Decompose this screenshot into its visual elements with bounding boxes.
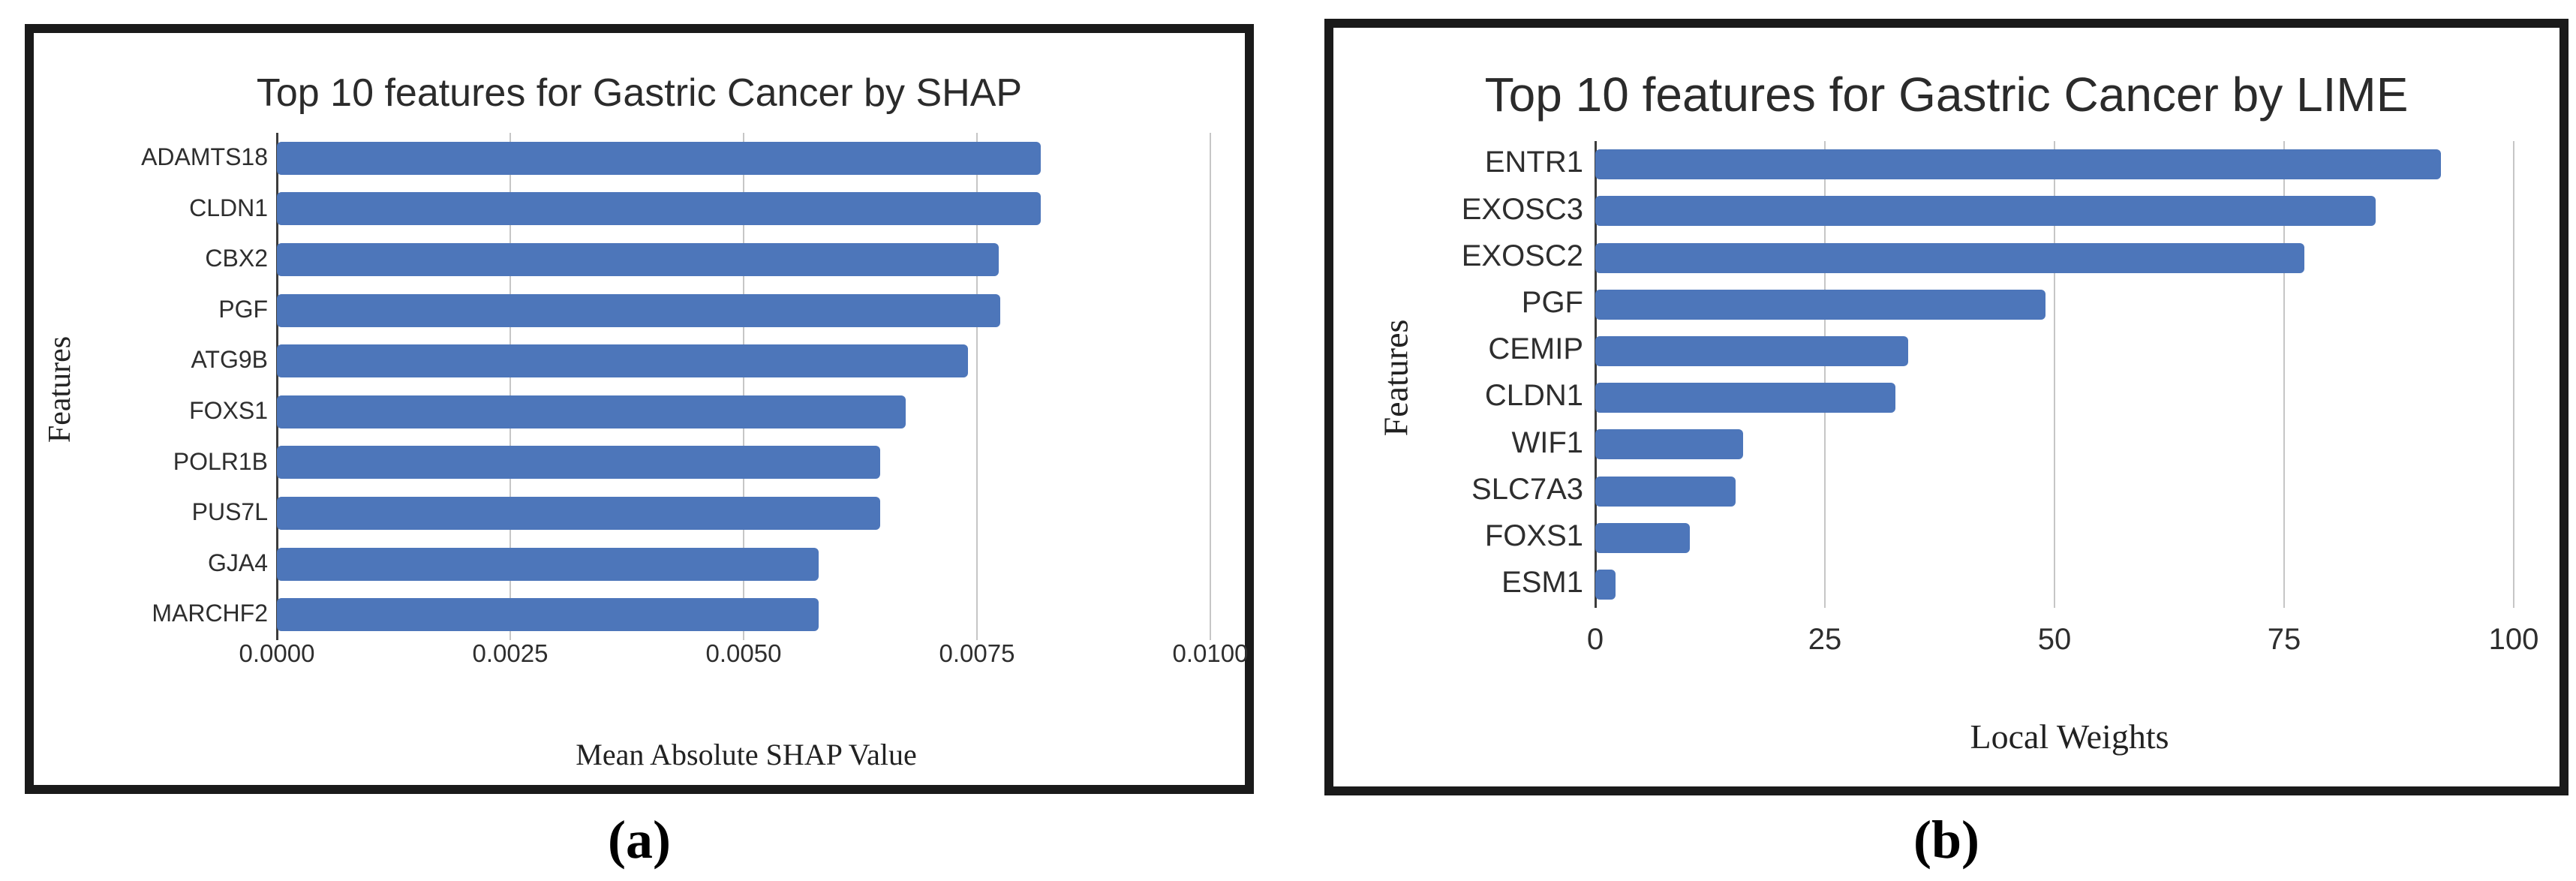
bar [277, 598, 819, 632]
bar-label: FOXS1 [1484, 519, 1583, 552]
x-tick-label: 0 [1586, 623, 1604, 656]
bar-label: PGF [1521, 285, 1583, 319]
x-gridline [2513, 141, 2514, 608]
bar-label: EXOSC2 [1461, 239, 1583, 272]
bar-label: FOXS1 [189, 396, 268, 424]
bar [277, 446, 880, 480]
x-gridline [743, 133, 744, 640]
bar [1595, 569, 1616, 600]
y-axis-spine [1594, 141, 1597, 608]
bar [1595, 335, 1909, 366]
x-tick-label: 50 [2037, 623, 2072, 656]
bar-label: SLC7A3 [1471, 472, 1583, 506]
bar [277, 141, 1041, 175]
x-gridline [1210, 133, 1211, 640]
figure-panel-a: Top 10 features for Gastric Cancer by SH… [25, 24, 1254, 794]
bar [277, 497, 880, 530]
chart-title-lime: Top 10 features for Gastric Cancer by LI… [1484, 68, 2409, 122]
x-gridline [976, 133, 978, 640]
caption-b: (b) [1913, 810, 1979, 870]
bar-label: CLDN1 [189, 194, 268, 221]
bar-label: ADAMTS18 [141, 143, 268, 170]
bar-label: ATG9B [191, 346, 268, 374]
y-axis-spine [275, 133, 278, 640]
bar-label: POLR1B [173, 447, 268, 475]
bar [1595, 476, 1736, 507]
x-tick-label: 100 [2488, 623, 2539, 656]
x-gridline [2054, 141, 2055, 608]
lime-y-axis-title: Features [1376, 319, 1415, 437]
bar [1595, 429, 1744, 460]
lime-x-axis-title: Local Weights [1970, 717, 2169, 756]
figure-panel-b: Top 10 features for Gastric Cancer by LI… [1324, 19, 2568, 795]
shap-x-axis-title: Mean Absolute SHAP Value [576, 738, 917, 771]
bar-label: EXOSC3 [1461, 192, 1583, 226]
shap-y-axis-title: Features [43, 335, 77, 444]
x-tick-label: 75 [2267, 623, 2301, 656]
x-tick-label: 0.0025 [472, 639, 549, 667]
bar-label: WIF1 [1511, 425, 1583, 459]
bar [1595, 383, 1896, 413]
bar [277, 192, 1041, 226]
x-tick-label: 0.0075 [939, 639, 1015, 667]
bar-label: PUS7L [191, 498, 268, 526]
bar [277, 293, 1001, 327]
bar [1595, 196, 2376, 227]
bar-label: ENTR1 [1484, 146, 1583, 179]
bar [277, 395, 906, 428]
bar [277, 243, 999, 276]
chart-title-shap: Top 10 features for Gastric Cancer by SH… [256, 71, 1023, 115]
bar [1595, 522, 1691, 553]
bar-label: GJA4 [207, 549, 268, 576]
x-tick-label: 0.0100 [1172, 639, 1249, 667]
bar-label: ESM1 [1501, 566, 1583, 600]
bar-label: PGF [218, 295, 268, 323]
bar-label: MARCHF2 [152, 600, 268, 627]
bar-label: CBX2 [205, 245, 268, 272]
x-tick-label: 0.0050 [705, 639, 782, 667]
x-tick-label: 25 [1808, 623, 1842, 656]
bar [277, 547, 819, 581]
caption-a: (a) [608, 810, 671, 870]
bar-label: CEMIP [1488, 332, 1583, 366]
bar [277, 344, 968, 378]
bar [1595, 242, 2304, 273]
bar [1595, 289, 2045, 320]
x-gridline [1824, 141, 1826, 608]
bar [1595, 149, 2442, 180]
x-gridline [509, 133, 511, 640]
x-tick-label: 0.0000 [239, 639, 315, 667]
x-gridline [2283, 141, 2285, 608]
bar-label: CLDN1 [1484, 379, 1583, 413]
